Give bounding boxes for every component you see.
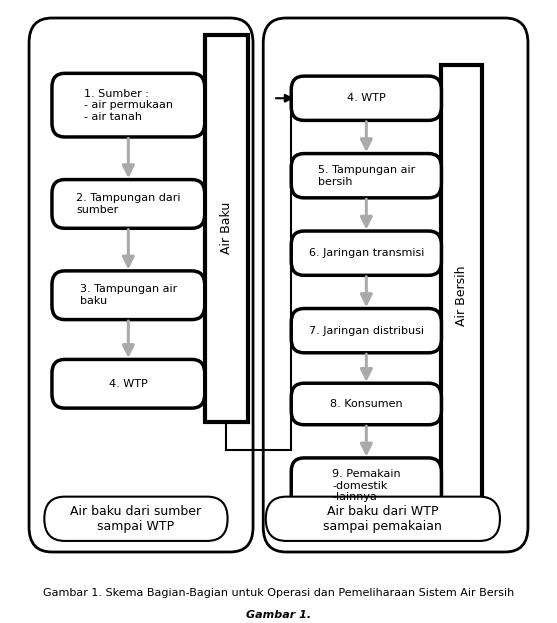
Text: Air Baku: Air Baku — [220, 202, 233, 254]
Text: 3. Tampungan air
baku: 3. Tampungan air baku — [80, 285, 177, 306]
FancyBboxPatch shape — [291, 76, 441, 120]
FancyBboxPatch shape — [291, 154, 441, 198]
FancyBboxPatch shape — [45, 497, 228, 541]
Text: Gambar 1. Skema Bagian-Bagian untuk Operasi dan Pemeliharaan Sistem Air Bersih: Gambar 1. Skema Bagian-Bagian untuk Oper… — [43, 588, 514, 598]
FancyBboxPatch shape — [29, 18, 253, 552]
Bar — [204, 35, 248, 422]
Text: 8. Konsumen: 8. Konsumen — [330, 399, 403, 409]
Text: 7. Jaringan distribusi: 7. Jaringan distribusi — [309, 326, 424, 336]
FancyBboxPatch shape — [266, 497, 500, 541]
FancyBboxPatch shape — [291, 458, 441, 513]
FancyBboxPatch shape — [52, 179, 204, 228]
Text: 2. Tampungan dari
sumber: 2. Tampungan dari sumber — [76, 193, 180, 215]
FancyBboxPatch shape — [291, 231, 441, 275]
FancyBboxPatch shape — [52, 271, 204, 320]
FancyBboxPatch shape — [291, 308, 441, 353]
Text: 4. WTP: 4. WTP — [109, 379, 148, 389]
Text: 4. WTP: 4. WTP — [347, 93, 385, 103]
FancyBboxPatch shape — [291, 383, 441, 425]
FancyBboxPatch shape — [52, 74, 204, 137]
FancyBboxPatch shape — [263, 18, 528, 552]
Text: 6. Jaringan transmisi: 6. Jaringan transmisi — [309, 248, 424, 258]
Text: 1. Sumber :
- air permukaan
- air tanah: 1. Sumber : - air permukaan - air tanah — [84, 88, 173, 121]
Text: Air baku dari sumber
sampai WTP: Air baku dari sumber sampai WTP — [70, 505, 202, 533]
Text: Air Bersih: Air Bersih — [455, 266, 468, 326]
Text: Gambar 1.: Gambar 1. — [246, 610, 311, 620]
Text: 5. Tampungan air
bersih: 5. Tampungan air bersih — [317, 165, 415, 186]
Text: Air baku dari WTP
sampai pemakaian: Air baku dari WTP sampai pemakaian — [324, 505, 442, 533]
Text: 9. Pemakain
-domestik
-lainnya: 9. Pemakain -domestik -lainnya — [332, 469, 400, 502]
FancyBboxPatch shape — [52, 359, 204, 408]
Bar — [441, 65, 482, 527]
